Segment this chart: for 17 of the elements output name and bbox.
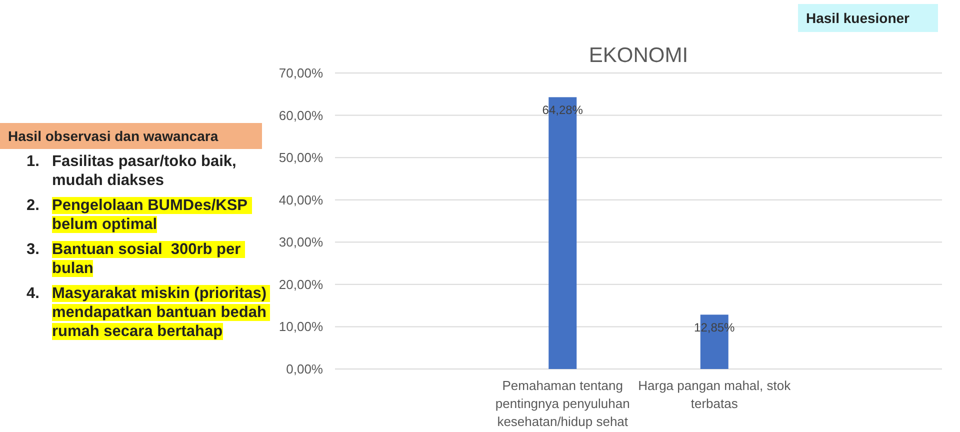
text: 2. Pengelolaan BUMDes/KSP belum optimal (26, 196, 249, 234)
x-tick-label: Harga pangan mahal, stok terbatas (637, 377, 792, 413)
y-tick-label: 0,00% (286, 362, 324, 376)
y-tick-label: 50,00% (278, 150, 324, 166)
y-tick-label: 70,00% (278, 66, 324, 80)
y-tick-label: 40,00% (278, 192, 324, 208)
text: Hasil kuesioner (806, 10, 910, 26)
y-tick-label: 60,00% (278, 108, 324, 123)
text: Hasil observasi dan wawancara (8, 128, 218, 144)
chart-title: EKONOMI (588, 44, 688, 67)
y-tick-label: 10,00% (278, 319, 324, 334)
text: 4. Masyarakat miskin (prioritas) mendapatkan bantuan bedah rumah secara bertahap (26, 284, 268, 341)
text: 3. Bantuan sosial 300rb per bulan (26, 240, 242, 278)
x-tick-label: Pemahaman tentang pentingnya penyuluhan kesehatan/hidup sehat (495, 378, 630, 429)
y-tick-label: 30,00% (278, 234, 324, 250)
y-tick-label: 20,00% (278, 276, 324, 292)
text: 1. Fasilitas pasar/toko baik, mudah diakses (26, 152, 238, 190)
